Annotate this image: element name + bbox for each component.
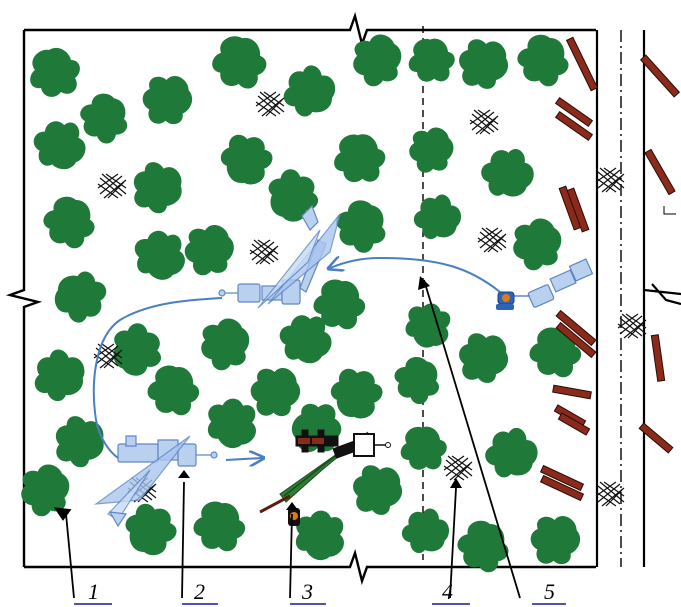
log-icon <box>638 422 674 454</box>
ghost-harvester-lower <box>93 435 218 528</box>
tree-crown-icon <box>275 58 344 126</box>
tree-crown-icon <box>450 512 518 581</box>
tree-crown-icon <box>326 191 397 262</box>
tree-crown-icon <box>214 128 278 192</box>
tree-crown-icon <box>459 333 509 383</box>
tree-crown-icon <box>12 456 80 525</box>
log-icon <box>555 321 597 359</box>
road-corridor <box>595 30 681 567</box>
label-4: 4 <box>442 579 453 604</box>
label-5: 5 <box>544 579 555 604</box>
tree-crown-icon <box>178 218 242 282</box>
ghost-forwarder-right <box>512 258 594 308</box>
log-icon <box>554 110 594 142</box>
label-3: 3 <box>301 579 313 604</box>
forward-route-path <box>225 458 262 460</box>
log-icon <box>644 148 676 196</box>
slash-pile-icon <box>595 167 625 193</box>
tree-crown-icon <box>203 395 261 453</box>
callout-labels: 1 2 3 4 5 <box>88 579 555 604</box>
tree-crown-icon <box>459 39 509 89</box>
tree-crown-icon <box>192 310 260 379</box>
log-icon <box>552 384 592 400</box>
tree-crown-icon <box>476 418 547 489</box>
slash-pile-icon <box>249 239 279 265</box>
tree-crown-icon <box>527 511 585 569</box>
log-icon <box>565 36 599 92</box>
ghost-harvester-upper <box>218 204 341 309</box>
tree-crown-icon <box>30 47 80 97</box>
tree-crown-icon <box>406 186 469 250</box>
label-1: 1 <box>88 579 99 604</box>
site-boundary <box>5 11 596 586</box>
tree-crown-icon <box>129 159 187 217</box>
slash-pile-icon <box>255 91 285 117</box>
slash-pile-icon <box>617 313 647 339</box>
log-icon <box>539 474 585 502</box>
slash-pile-icon <box>477 227 507 253</box>
tree-crown-icon <box>386 349 450 412</box>
tree-crown-icon <box>36 188 104 257</box>
tree-crown-icon <box>28 344 92 408</box>
tree-crown-icon <box>472 138 543 209</box>
tree-crown-icon <box>128 224 192 288</box>
active-harvester <box>259 429 391 526</box>
log-stacks <box>539 36 681 502</box>
slash-pile-icon <box>469 109 499 135</box>
tree-crown-icon <box>405 303 451 348</box>
tree-crown-icon <box>406 34 458 86</box>
tree-crown-icon <box>142 358 206 422</box>
label-2: 2 <box>194 579 205 604</box>
log-icon <box>554 96 594 128</box>
tree-crown-icon <box>331 129 389 187</box>
log-icon <box>566 187 590 233</box>
log-icon <box>539 464 585 492</box>
tree-crown-icon <box>51 413 109 471</box>
return-route-path <box>330 258 501 293</box>
loop-route-path <box>92 297 223 459</box>
tree-crown-icon <box>394 500 457 564</box>
slash-pile-icon <box>443 455 473 481</box>
tree-crown-icon <box>504 210 572 279</box>
tree-crown-icon <box>403 121 461 179</box>
slash-pile-icon <box>97 173 127 199</box>
tree-crown-icon <box>510 26 578 95</box>
tree-crown-icon <box>206 29 274 96</box>
active-harvester-right <box>496 291 515 310</box>
leader-lines <box>65 279 521 599</box>
leader-arrowheads <box>53 276 462 521</box>
tree-crown-icon <box>398 422 450 474</box>
tree-crown-icon <box>139 71 197 129</box>
tree-crown-icon <box>188 494 252 558</box>
log-icon <box>639 54 681 98</box>
machine-paths <box>92 258 501 460</box>
log-icon <box>650 334 666 382</box>
tree-crown-icon <box>247 363 305 421</box>
tree-crown-icon <box>46 262 115 330</box>
log-icon <box>555 309 597 347</box>
log-icon <box>557 412 591 436</box>
tree-crown-icon <box>25 112 94 180</box>
tree-crown-icon <box>344 26 412 95</box>
tree-crown-icon <box>353 465 403 515</box>
slash-pile-icon <box>595 481 625 507</box>
